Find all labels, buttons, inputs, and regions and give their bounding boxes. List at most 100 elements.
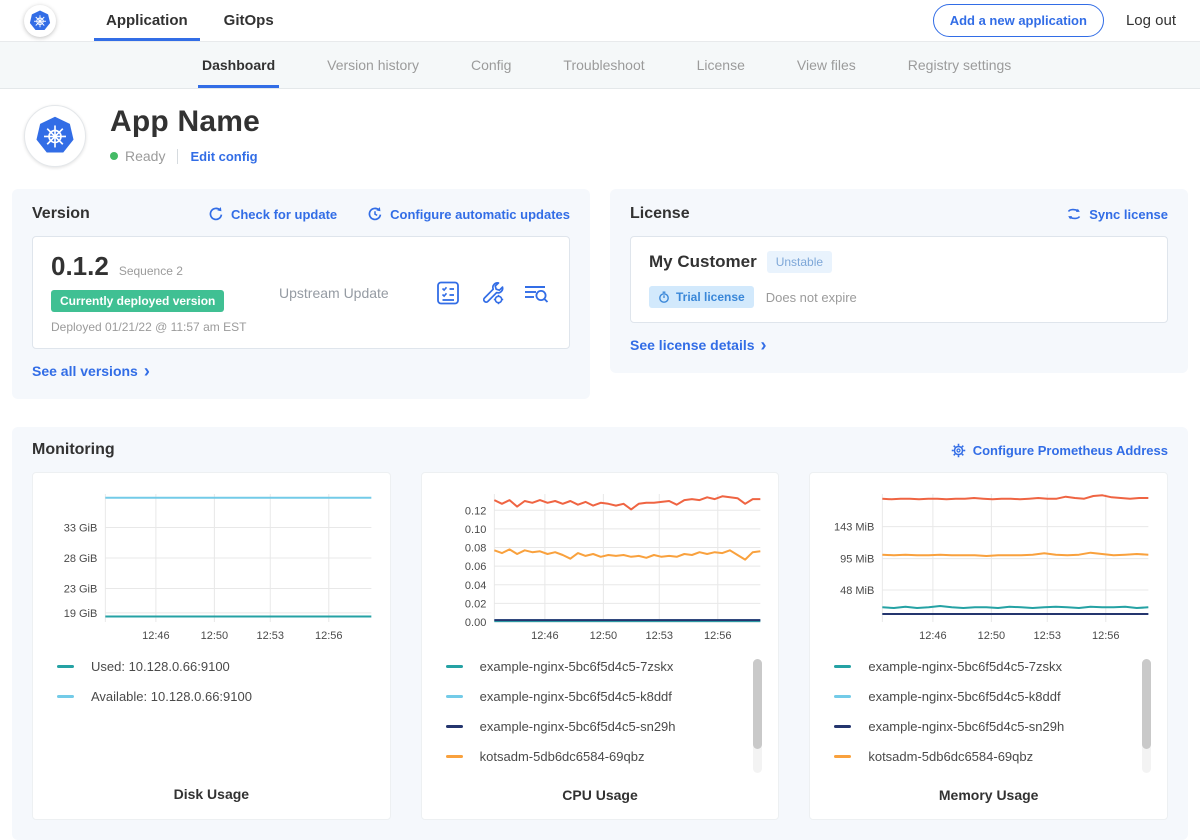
memory-usage-legend: example-nginx-5bc6f5d4c5-7zskx example-ng…	[822, 659, 1155, 779]
configure-prometheus-link[interactable]: Configure Prometheus Address	[951, 443, 1168, 458]
legend-label: Available: 10.128.0.66:9100	[91, 689, 252, 704]
legend-label: kotsadm-5db6dc6584-69qbz	[868, 749, 1033, 764]
monitoring-title: Monitoring	[32, 441, 115, 459]
svg-text:33 GiB: 33 GiB	[64, 523, 98, 535]
clock-refresh-icon	[367, 206, 383, 222]
chart-title: Disk Usage	[45, 786, 378, 806]
subnav-tab-version-history[interactable]: Version history	[301, 42, 445, 88]
scrollbar-thumb[interactable]	[753, 659, 762, 749]
svg-text:12:46: 12:46	[531, 630, 559, 642]
topnav-tabs: ApplicationGitOps	[88, 0, 292, 41]
subnav-tab-troubleshoot[interactable]: Troubleshoot	[537, 42, 670, 88]
legend-swatch-icon	[834, 755, 851, 758]
chevron-right-icon: ›	[144, 366, 150, 376]
status-dot-icon	[110, 152, 118, 160]
check-for-update-link[interactable]: Check for update	[208, 206, 337, 222]
legend-item: example-nginx-5bc6f5d4c5-k8ddf	[834, 689, 1155, 704]
svg-text:23 GiB: 23 GiB	[64, 583, 98, 595]
subnav-tab-registry-settings[interactable]: Registry settings	[882, 42, 1037, 88]
legend-item: example-nginx-5bc6f5d4c5-sn29h	[834, 719, 1155, 734]
legend-scrollbar[interactable]	[753, 659, 762, 773]
configure-automatic-updates-link[interactable]: Configure automatic updates	[367, 206, 570, 222]
channel-badge: Unstable	[767, 251, 832, 273]
logout-link[interactable]: Log out	[1126, 12, 1176, 29]
svg-text:0.12: 0.12	[465, 505, 486, 517]
stopwatch-icon	[658, 291, 670, 303]
svg-text:0.00: 0.00	[465, 617, 486, 629]
legend-swatch-icon	[57, 665, 74, 668]
add-application-button[interactable]: Add a new application	[933, 4, 1104, 37]
svg-text:95 MiB: 95 MiB	[840, 554, 874, 566]
current-version-card: 0.1.2 Sequence 2 Currently deployed vers…	[32, 236, 570, 349]
legend-item: kotsadm-5db6dc6584-69qbz	[446, 749, 767, 764]
legend-swatch-icon	[834, 695, 851, 698]
disk-usage-chart: 19 GiB23 GiB28 GiB33 GiB12:4612:5012:531…	[45, 485, 378, 647]
legend-label: example-nginx-5bc6f5d4c5-7zskx	[868, 659, 1062, 674]
license-type-badge: Trial license	[649, 286, 754, 308]
deployed-timestamp: Deployed 01/21/22 @ 11:57 am EST	[51, 320, 279, 334]
customer-name: My Customer	[649, 252, 757, 272]
svg-text:12:56: 12:56	[1092, 630, 1120, 642]
page-title: App Name	[110, 105, 260, 139]
deployed-version-badge: Currently deployed version	[51, 290, 224, 312]
memory-usage-card: 48 MiB95 MiB143 MiB12:4612:5012:5312:56 …	[809, 472, 1168, 820]
svg-text:12:56: 12:56	[315, 630, 343, 642]
app-header: App Name Ready Edit config	[0, 89, 1200, 187]
legend-label: Used: 10.128.0.66:9100	[91, 659, 230, 674]
svg-text:0.08: 0.08	[465, 543, 486, 555]
svg-text:48 MiB: 48 MiB	[840, 585, 874, 597]
svg-text:143 MiB: 143 MiB	[834, 522, 874, 534]
svg-text:0.04: 0.04	[465, 580, 486, 592]
app-avatar	[24, 105, 86, 167]
version-panel: Version Check for update Configure au	[12, 189, 590, 399]
chart-title: Memory Usage	[822, 787, 1155, 807]
chart-title: CPU Usage	[434, 787, 767, 807]
svg-text:12:50: 12:50	[589, 630, 617, 642]
legend-scrollbar[interactable]	[1142, 659, 1151, 773]
subnav-tab-config[interactable]: Config	[445, 42, 537, 88]
legend-item: Available: 10.128.0.66:9100	[57, 689, 378, 704]
svg-text:0.06: 0.06	[465, 561, 486, 573]
sync-arrows-icon	[1066, 207, 1082, 221]
svg-text:0.02: 0.02	[465, 598, 486, 610]
memory-usage-chart: 48 MiB95 MiB143 MiB12:4612:5012:5312:56	[822, 485, 1155, 647]
deploy-logs-button[interactable]	[523, 280, 549, 306]
svg-text:0.10: 0.10	[465, 524, 486, 536]
see-all-versions-link[interactable]: See all versions ›	[32, 363, 150, 379]
cpu-usage-card: 0.00 0.02 0.04 0.06 0.08 0.10 0.12 12:46 12:50 12…	[421, 472, 780, 820]
legend-item: Used: 10.128.0.66:9100	[57, 659, 378, 674]
topnav-tab-gitops[interactable]: GitOps	[206, 0, 292, 41]
legend-swatch-icon	[834, 665, 851, 668]
chevron-right-icon: ›	[761, 340, 767, 350]
legend-swatch-icon	[446, 755, 463, 758]
version-panel-title: Version	[32, 205, 90, 223]
config-wrench-button[interactable]	[479, 280, 505, 306]
subnav-tab-license[interactable]: License	[671, 42, 771, 88]
version-number: 0.1.2	[51, 251, 109, 282]
legend-item: example-nginx-5bc6f5d4c5-sn29h	[446, 719, 767, 734]
subnav-tab-view-files[interactable]: View files	[771, 42, 882, 88]
sync-license-link[interactable]: Sync license	[1066, 207, 1168, 222]
svg-text:12:50: 12:50	[978, 630, 1006, 642]
disk-usage-card: 19 GiB23 GiB28 GiB33 GiB12:4612:5012:531…	[32, 472, 391, 820]
svg-text:12:56: 12:56	[704, 630, 732, 642]
subnav-tab-dashboard[interactable]: Dashboard	[176, 42, 301, 88]
license-panel-title: License	[630, 205, 690, 223]
legend-label: example-nginx-5bc6f5d4c5-k8ddf	[868, 689, 1060, 704]
legend-swatch-icon	[446, 725, 463, 728]
status-badge: Ready	[125, 148, 165, 164]
topnav-tab-application[interactable]: Application	[88, 0, 206, 41]
svg-text:12:53: 12:53	[645, 630, 673, 642]
gear-icon	[951, 443, 966, 458]
preflight-checks-button[interactable]	[435, 280, 461, 306]
disk-usage-legend: Used: 10.128.0.66:9100 Available: 10.128.…	[45, 659, 378, 778]
see-license-details-link[interactable]: See license details ›	[630, 337, 767, 353]
legend-item: kotsadm-5db6dc6584-69qbz	[834, 749, 1155, 764]
cpu-usage-chart: 0.00 0.02 0.04 0.06 0.08 0.10 0.12 12:46 12:50 12…	[434, 485, 767, 647]
edit-config-link[interactable]: Edit config	[190, 149, 257, 164]
legend-swatch-icon	[446, 665, 463, 668]
license-expiry-label: Does not expire	[766, 290, 857, 305]
legend-label: example-nginx-5bc6f5d4c5-7zskx	[480, 659, 674, 674]
svg-text:12:53: 12:53	[1034, 630, 1062, 642]
scrollbar-thumb[interactable]	[1142, 659, 1151, 749]
